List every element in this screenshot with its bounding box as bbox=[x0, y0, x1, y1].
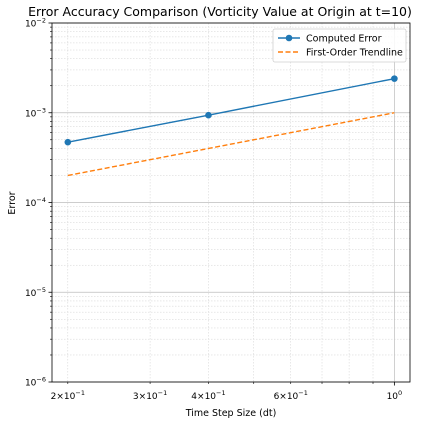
y-tick-label: 10−2 bbox=[25, 17, 46, 30]
x-tick-label: 6×10−1 bbox=[274, 389, 308, 402]
axis-ticks: 10−6 10−5 10−4 10−3 10−2 2×10−1 3×10−1 4×10−1 6×… bbox=[25, 17, 402, 403]
series-line bbox=[67, 77, 395, 143]
y-tick-label: 10−3 bbox=[25, 106, 46, 119]
x-tick-label: 100 bbox=[387, 389, 403, 402]
x-tick-label: 4×10−1 bbox=[191, 389, 225, 402]
legend: Computed Error First-Order Trendline bbox=[272, 28, 407, 63]
x-tick-label: 3×10−1 bbox=[133, 389, 167, 402]
y-tick-label: 10−5 bbox=[25, 286, 46, 299]
data-point bbox=[64, 138, 72, 146]
x-axis-label: Time Step Size (dt) bbox=[185, 408, 277, 419]
legend-swatch-marker bbox=[285, 34, 293, 42]
chart-title: Error Accuracy Comparison (Vorticity Val… bbox=[28, 4, 412, 19]
y-tick-label: 10−6 bbox=[25, 376, 46, 389]
legend-box bbox=[272, 28, 407, 63]
x-tick-label: 2×10−1 bbox=[51, 389, 85, 402]
series-layer bbox=[64, 75, 398, 177]
legend-label: First-Order Trendline bbox=[306, 48, 403, 59]
y-tick-label: 10−4 bbox=[25, 196, 46, 209]
data-point bbox=[391, 75, 398, 82]
data-point bbox=[205, 111, 212, 119]
y-axis-label: Error bbox=[7, 191, 18, 214]
series-line bbox=[67, 112, 395, 177]
legend-label: Computed Error bbox=[306, 34, 382, 45]
